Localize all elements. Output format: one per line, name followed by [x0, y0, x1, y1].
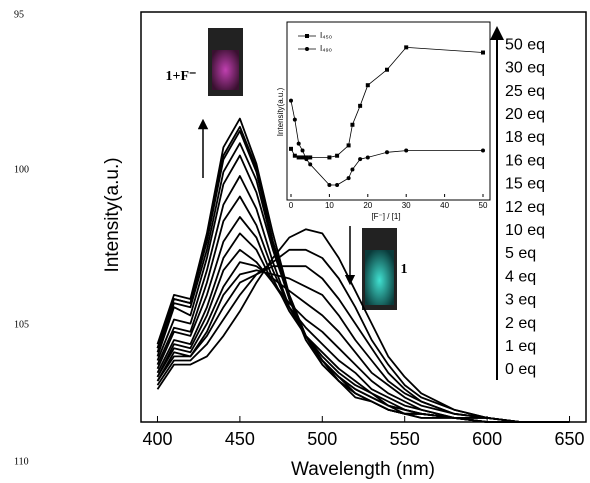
- legend-label: 16 eq: [505, 152, 545, 169]
- point: [335, 182, 340, 187]
- inset-frame: [286, 21, 491, 201]
- x-tick-label: 30: [402, 201, 411, 210]
- spectrum-line: [156, 228, 570, 423]
- point: [350, 167, 355, 172]
- annotation: 1: [401, 262, 408, 277]
- point: [385, 67, 389, 72]
- point: [481, 148, 485, 153]
- point: [365, 83, 370, 88]
- legend-label: 12 eq: [505, 199, 545, 216]
- x-tick-label: 50: [479, 201, 488, 210]
- legend-label: I₄₅₀: [320, 31, 332, 40]
- x-tick-label: 600: [472, 429, 502, 449]
- point: [289, 146, 293, 151]
- point: [404, 45, 409, 50]
- point: [308, 155, 313, 160]
- point: [365, 155, 370, 160]
- line-number: 95: [14, 9, 24, 20]
- legend-marker: [305, 34, 309, 38]
- x-tick-label: 400: [142, 429, 172, 449]
- x-tick-label: 500: [307, 429, 337, 449]
- legend-marker: [305, 47, 309, 51]
- plot-frame: [140, 11, 587, 423]
- point: [296, 155, 301, 160]
- spectrum-line: [156, 117, 570, 423]
- x-tick-label: 550: [390, 429, 420, 449]
- point: [404, 148, 409, 153]
- legend-label: 5 eq: [505, 245, 536, 262]
- point: [385, 150, 389, 155]
- inset-y-label: Intensity(a.u.): [276, 87, 285, 136]
- vial-glow: [212, 50, 239, 90]
- spectrum-line: [156, 269, 570, 423]
- line-number: 110: [14, 456, 29, 467]
- x-tick-label: 20: [363, 201, 372, 210]
- legend-label: 20 eq: [505, 106, 545, 123]
- point: [292, 117, 297, 122]
- legend-label: 2 eq: [505, 315, 536, 332]
- y-axis-label: Intensity(a.u.): [102, 157, 123, 272]
- legend-label: 1 eq: [505, 338, 536, 355]
- point: [358, 103, 363, 108]
- point: [481, 50, 485, 55]
- line-number: 105: [14, 319, 29, 330]
- spectrum-line: [156, 232, 570, 423]
- point: [308, 162, 313, 167]
- point: [350, 122, 355, 127]
- x-tick-label: 0: [289, 201, 294, 210]
- legend-label: 15 eq: [505, 176, 545, 193]
- legend-label: 30 eq: [505, 60, 545, 77]
- point: [327, 182, 332, 187]
- spectrum-line: [156, 248, 570, 423]
- legend-label: 3 eq: [505, 292, 536, 309]
- x-tick-label: 450: [225, 429, 255, 449]
- point: [346, 176, 351, 181]
- point: [358, 157, 363, 162]
- point: [300, 148, 305, 153]
- point: [296, 141, 301, 146]
- x-tick-label: 10: [325, 201, 334, 210]
- legend-label: 25 eq: [505, 83, 545, 100]
- inset-x-label: [F⁻] / [1]: [371, 212, 400, 221]
- vial-glow: [365, 250, 394, 305]
- point: [327, 155, 332, 160]
- annotation: 1+F⁻: [166, 69, 197, 84]
- point: [300, 155, 305, 160]
- legend-label: 50 eq: [505, 36, 545, 53]
- point: [335, 153, 340, 158]
- legend-label: 18 eq: [505, 129, 545, 146]
- point: [292, 153, 297, 158]
- legend-label: I₄₉₀: [320, 44, 332, 53]
- line-number: 100: [14, 164, 29, 175]
- legend-label: 10 eq: [505, 222, 545, 239]
- point: [304, 157, 309, 162]
- spectrum-line: [156, 261, 570, 423]
- point: [346, 143, 351, 148]
- x-axis-label: Wavelength (nm): [291, 459, 435, 480]
- point: [289, 98, 293, 103]
- legend-label: 4 eq: [505, 268, 536, 285]
- legend-label: 0 eq: [505, 361, 536, 378]
- x-tick-label: 40: [440, 201, 449, 210]
- x-tick-label: 650: [554, 429, 584, 449]
